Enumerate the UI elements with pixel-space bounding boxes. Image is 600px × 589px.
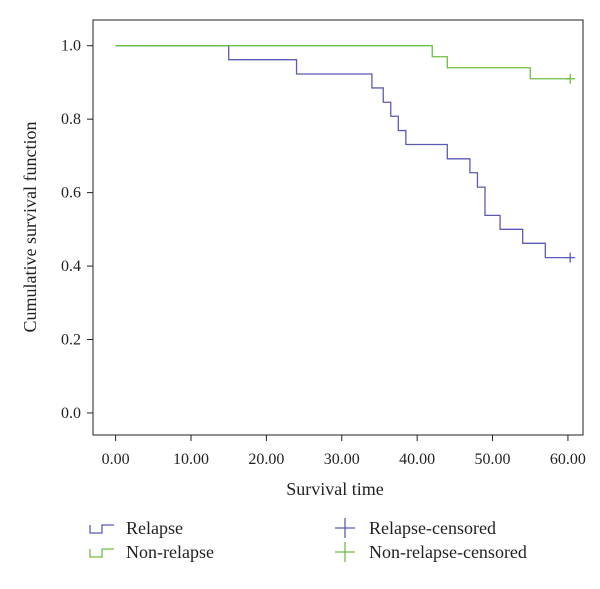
legend-label: Relapse-censored: [369, 518, 496, 538]
x-tick-label: 0.00: [102, 451, 130, 468]
plot-frame: [92, 19, 584, 436]
legend-label: Non-relapse: [126, 542, 214, 562]
series-layer: [115, 45, 576, 263]
y-tick-label: 0.4: [61, 258, 81, 275]
x-tick-label: 60.00: [550, 451, 586, 468]
legend-plus-icon: [335, 518, 355, 538]
legend-item: Relapse: [89, 518, 183, 538]
y-tick-label: 1.0: [61, 38, 81, 55]
legend-label: Non-relapse-censored: [369, 542, 527, 562]
x-tick-label: 30.00: [324, 451, 360, 468]
legend: Relapse Relapse-censored Non-relapse Non-re…: [89, 518, 527, 562]
x-axis: 0.00 10.00 20.00 30.00 40.00 50.00 60.00: [102, 435, 586, 468]
legend-item: Relapse-censored: [335, 518, 496, 538]
censor-mark-non-relapse-censored: [565, 73, 576, 84]
y-axis-title: Cumulative survival function: [20, 122, 40, 333]
x-axis-title: Survival time: [286, 479, 384, 499]
legend-item: Non-relapse: [89, 542, 214, 562]
y-tick-label: 0.8: [61, 111, 81, 128]
legend-step-icon: [89, 548, 114, 558]
x-tick-label: 10.00: [173, 451, 209, 468]
series-line-relapse: [115, 45, 571, 259]
y-tick-label: 0.2: [61, 332, 81, 349]
y-tick-label: 0.0: [61, 405, 81, 422]
legend-step-icon: [89, 524, 114, 534]
y-tick-label: 0.6: [61, 185, 81, 202]
legend-plus-icon: [335, 542, 355, 562]
x-tick-label: 40.00: [399, 451, 435, 468]
legend-item: Non-relapse-censored: [335, 542, 527, 562]
legend-label: Relapse: [126, 518, 183, 538]
series-line-non-relapse: [115, 45, 571, 80]
x-tick-label: 20.00: [248, 451, 284, 468]
x-tick-label: 50.00: [475, 451, 511, 468]
y-axis: 0.0 0.2 0.4 0.6 0.8 1.0: [61, 38, 93, 422]
censor-mark-relapse-censored: [565, 252, 576, 263]
